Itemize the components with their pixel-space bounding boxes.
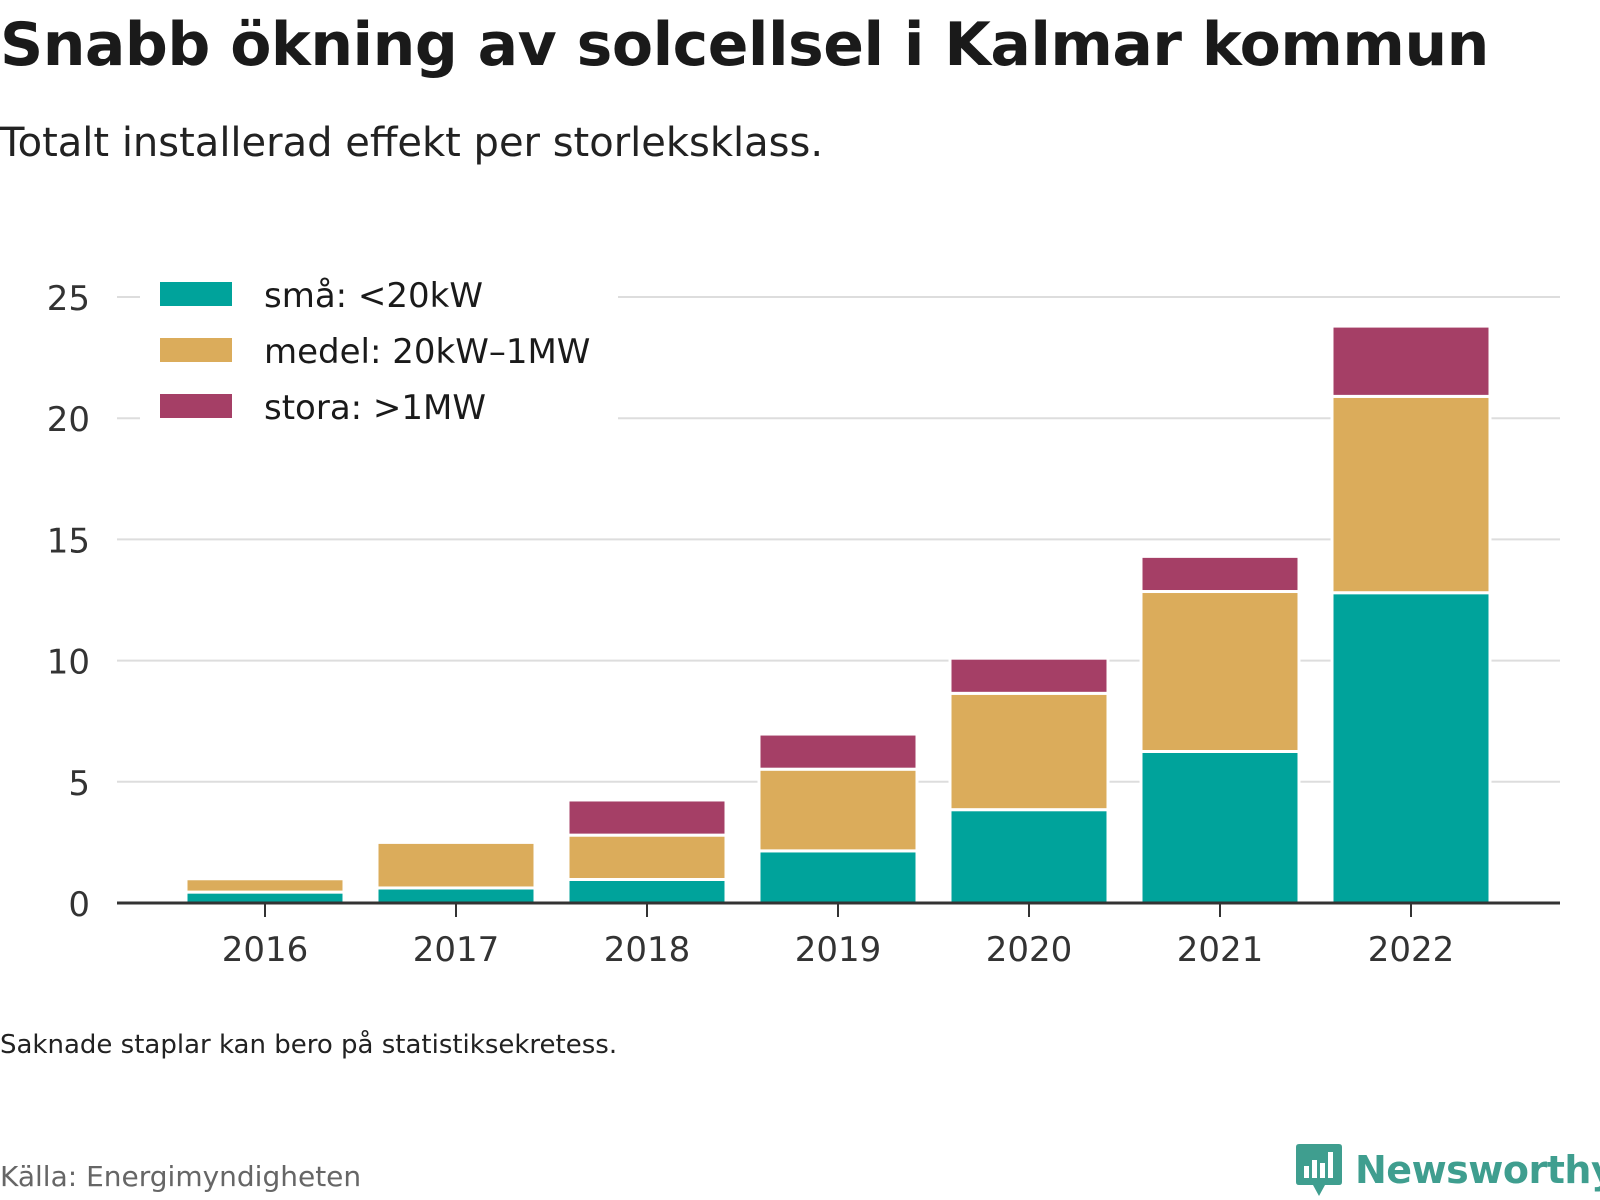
x-tick-label: 2022 — [1368, 930, 1455, 970]
x-tick-label: 2020 — [986, 930, 1073, 970]
bar-segment-medel-2017 — [375, 840, 537, 890]
legend-label: stora: >1MW — [264, 388, 486, 428]
bar-segment-stora-2020 — [948, 656, 1110, 695]
legend-swatch — [160, 394, 232, 418]
x-tick-label: 2021 — [1177, 930, 1264, 970]
legend-swatch — [160, 338, 232, 362]
bar-segment-sma-2019 — [757, 849, 919, 905]
bar-segment-sma-2022 — [1330, 591, 1492, 905]
bar-segment-sma-2018 — [566, 877, 728, 905]
legend-label: medel: 20kW–1MW — [264, 332, 590, 372]
bar-segment-medel-2022 — [1330, 394, 1492, 595]
bar-segment-stora-2019 — [757, 732, 919, 771]
legend: små: <20kW medel: 20kW–1MW stora: >1MW — [140, 268, 618, 430]
legend-label: små: <20kW — [264, 276, 483, 316]
x-tick-label: 2017 — [413, 930, 500, 970]
y-tick-label: 5 — [68, 764, 90, 804]
x-axis: 2016 2017 2018 2019 2020 2021 2022 — [117, 901, 1560, 970]
x-tick-label: 2019 — [795, 930, 882, 970]
bar-segment-sma-2021 — [1139, 750, 1301, 905]
bar-segment-medel-2019 — [757, 767, 919, 853]
y-tick-label: 0 — [68, 885, 90, 925]
brand-name: Newsworthy — [1355, 1148, 1600, 1192]
bar-segment-stora-2018 — [566, 798, 728, 837]
bar-segment-medel-2018 — [566, 833, 728, 881]
bar-segment-stora-2021 — [1139, 554, 1301, 594]
bar-segment-medel-2016 — [184, 877, 346, 894]
source-text: Källa: Energimyndigheten — [0, 1160, 362, 1193]
newsworthy-logo-icon — [1296, 1144, 1342, 1196]
bar-segment-sma-2017 — [375, 886, 537, 905]
y-axis-ticks: 0 5 10 15 20 25 — [47, 279, 90, 925]
y-tick-label: 15 — [47, 521, 90, 561]
bar-segment-medel-2020 — [948, 691, 1110, 812]
bar-segment-stora-2022 — [1330, 324, 1492, 398]
footnote: Saknade staplar kan bero på statistiksek… — [0, 1030, 618, 1060]
brand: Newsworthy — [1295, 1142, 1600, 1198]
chart-subtitle: Totalt installerad effekt per storlekskl… — [0, 120, 824, 166]
x-tick-label: 2018 — [604, 930, 691, 970]
legend-swatch — [160, 282, 232, 306]
chart-title: Snabb ökning av solcellsel i Kalmar komm… — [0, 10, 1489, 80]
y-tick-label: 20 — [47, 400, 90, 440]
bar-segment-medel-2021 — [1139, 590, 1301, 753]
y-tick-label: 25 — [47, 279, 90, 319]
y-tick-label: 10 — [47, 643, 90, 683]
bar-segment-sma-2016 — [184, 890, 346, 905]
bar-segment-sma-2020 — [948, 808, 1110, 905]
x-tick-label: 2016 — [222, 930, 309, 970]
